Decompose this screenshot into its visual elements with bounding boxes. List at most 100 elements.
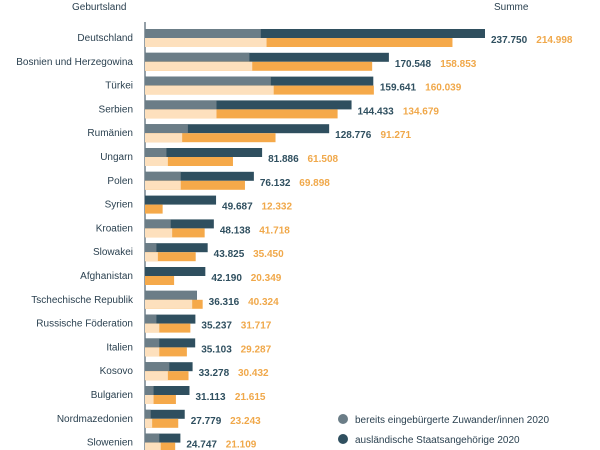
header-left: Geburtsland xyxy=(72,2,126,13)
bar-orange-naturalized xyxy=(145,38,267,47)
legend-swatch xyxy=(338,434,348,444)
bar-orange-total xyxy=(145,395,176,404)
bar-orange-naturalized xyxy=(145,395,154,404)
bar-foreign-citizens xyxy=(145,171,254,181)
bar-orange-total xyxy=(145,38,453,47)
value-label-other: 31.717 xyxy=(241,321,272,332)
legend-label: ausländische Staatsangehörige 2020 xyxy=(355,435,520,446)
value-label-total: 76.132 xyxy=(260,178,291,189)
bar-orange-naturalized xyxy=(145,133,183,143)
bar-orange-total xyxy=(145,109,338,119)
category-label: Slowakei xyxy=(93,247,133,258)
bar-orange-naturalized xyxy=(145,109,217,119)
bar-foreign-citizens xyxy=(145,29,485,38)
bar-foreign-citizens xyxy=(145,433,181,443)
bar-foreign-citizens xyxy=(145,100,352,110)
bar-naturalized xyxy=(145,409,151,419)
value-label-total: 35.103 xyxy=(201,344,232,355)
value-label-total: 36.316 xyxy=(209,297,240,308)
bar-naturalized xyxy=(145,219,171,229)
bar-orange-total xyxy=(145,204,163,214)
category-label: Russische Föderation xyxy=(36,319,133,330)
value-label-other: 23.243 xyxy=(230,416,261,427)
bar-foreign-citizens xyxy=(145,267,206,276)
bar-orange-naturalized xyxy=(145,180,181,190)
category-label: Ungarn xyxy=(100,152,133,163)
value-label-total: 48.138 xyxy=(220,225,251,236)
bar-orange-naturalized xyxy=(145,323,160,333)
category-label: Serbien xyxy=(99,104,133,115)
bar-orange-naturalized xyxy=(145,418,153,428)
value-label-other: 69.898 xyxy=(299,178,330,189)
bar-foreign-citizens xyxy=(145,386,190,395)
bar-orange-total xyxy=(145,252,196,262)
bar-orange-total xyxy=(145,61,373,71)
bar-orange-total xyxy=(145,180,245,190)
bar-foreign-citizens xyxy=(145,148,263,157)
bar-foreign-citizens xyxy=(145,219,214,229)
category-label: Afghanistan xyxy=(80,271,133,282)
value-label-other: 20.349 xyxy=(251,273,282,284)
bar-orange-total xyxy=(145,323,191,333)
category-label: Slowenien xyxy=(87,438,133,449)
value-label-total: 237.750 xyxy=(491,35,528,46)
bar-naturalized xyxy=(145,386,154,395)
category-label: Bulgarien xyxy=(91,390,133,401)
bar-orange-naturalized xyxy=(145,299,193,309)
bar-foreign-citizens xyxy=(145,195,217,205)
bar-orange-naturalized xyxy=(145,442,161,450)
value-label-total: 81.886 xyxy=(268,154,299,165)
category-label: Tschechische Republik xyxy=(31,295,134,306)
bar-orange-total xyxy=(145,347,187,357)
bar-naturalized xyxy=(145,52,250,62)
value-label-total: 33.278 xyxy=(199,368,230,379)
category-label: Polen xyxy=(107,176,133,187)
value-label-other: 40.324 xyxy=(248,297,279,308)
bar-naturalized xyxy=(145,338,160,348)
value-label-other: 30.432 xyxy=(238,368,269,379)
bar-orange-naturalized xyxy=(145,157,168,166)
category-label: Deutschland xyxy=(77,33,133,44)
value-label-other: 29.287 xyxy=(241,344,272,355)
legend-label: bereits eingebürgerte Zuwander/innen 202… xyxy=(355,415,549,426)
value-label-other: 91.271 xyxy=(380,130,411,141)
value-label-total: 31.113 xyxy=(195,392,225,403)
bar-naturalized xyxy=(145,314,157,324)
category-label: Rumänien xyxy=(87,128,133,139)
value-label-total: 35.237 xyxy=(201,321,232,332)
value-label-total: 170.548 xyxy=(395,59,432,70)
bar-naturalized xyxy=(145,243,157,253)
bar-foreign-citizens xyxy=(145,243,208,253)
bar-foreign-citizens xyxy=(145,409,185,419)
value-label-total: 43.825 xyxy=(214,249,245,260)
bar-naturalized xyxy=(145,290,197,300)
legend-swatch xyxy=(338,414,348,424)
value-label-other: 134.679 xyxy=(403,106,440,117)
category-label: Bosnien und Herzegowina xyxy=(16,57,133,68)
value-label-other: 160.039 xyxy=(425,83,462,94)
value-label-other: 41.718 xyxy=(259,225,290,236)
bar-orange-total xyxy=(145,157,233,166)
bar-foreign-citizens xyxy=(145,338,196,348)
bar-foreign-citizens xyxy=(145,314,196,324)
value-label-other: 61.508 xyxy=(308,154,339,165)
value-label-other: 21.109 xyxy=(226,440,257,450)
bar-naturalized xyxy=(145,148,167,157)
bar-foreign-citizens xyxy=(145,52,389,62)
bar-orange-total xyxy=(145,276,175,285)
category-label: Nordmazedonien xyxy=(57,414,133,425)
value-label-total: 24.747 xyxy=(186,440,217,450)
bar-orange-naturalized xyxy=(145,85,274,95)
value-label-total: 49.687 xyxy=(222,202,253,213)
category-label: Syrien xyxy=(105,200,133,211)
bar-naturalized xyxy=(145,100,217,110)
value-label-total: 128.776 xyxy=(335,130,372,141)
header-right: Summe xyxy=(494,2,529,13)
bar-foreign-citizens xyxy=(145,124,330,134)
value-label-other: 158.853 xyxy=(440,59,477,70)
bar-naturalized xyxy=(145,29,261,38)
bar-naturalized xyxy=(145,124,188,134)
category-label: Kroatien xyxy=(96,223,133,234)
value-label-other: 21.615 xyxy=(235,392,266,403)
